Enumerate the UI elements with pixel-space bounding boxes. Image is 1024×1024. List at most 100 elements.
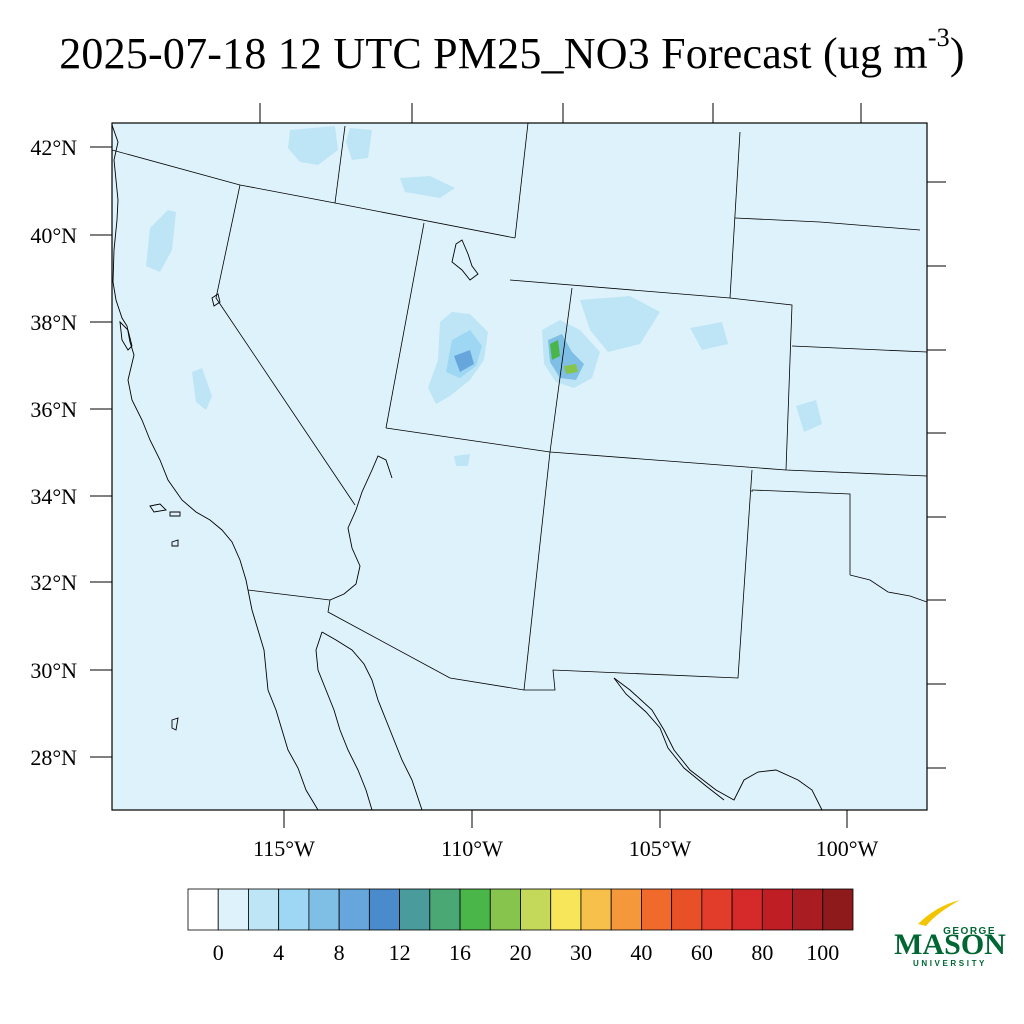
logo-mason: MASON <box>894 928 1006 961</box>
border-idaho-utah <box>334 202 516 239</box>
colorbar-tick-label: 60 <box>691 940 713 965</box>
great-salt-lake <box>451 239 479 281</box>
lon-label: 105°W <box>629 836 692 861</box>
border-nevada-california <box>215 184 356 506</box>
lon-label: 115°W <box>253 836 315 861</box>
lake-tahoe <box>211 293 221 307</box>
patch-utah-southeast-core <box>454 350 474 372</box>
colorbar-tick-label: 40 <box>630 940 652 965</box>
colorbar <box>187 888 854 931</box>
coast-baja-pacific <box>247 589 319 810</box>
colorbar-swatch <box>368 888 400 931</box>
logo-george: GEORGE <box>943 926 996 937</box>
patch-idaho-east <box>346 128 372 160</box>
colorbar-swatch <box>187 888 219 931</box>
border-four-corners-row <box>385 427 927 477</box>
patch-california-east <box>192 368 212 410</box>
colorbar-tick-label: 100 <box>806 940 839 965</box>
border-wyoming-north <box>514 123 529 239</box>
rio-grande <box>613 677 725 801</box>
patch-colorado-central <box>580 296 660 352</box>
figure-title: 2025-07-18 12 UTC PM25_NO3 Forecast (ug … <box>0 25 1024 79</box>
lat-label: 34°N <box>30 484 77 509</box>
colorbar-swatch <box>610 888 642 931</box>
border-sd-nebraska <box>734 217 921 231</box>
lat-label: 30°N <box>30 658 77 683</box>
colorbar-swatch <box>278 888 310 931</box>
colorbar-swatch <box>550 888 582 931</box>
patch-nevada-northwest <box>146 210 176 272</box>
title-suffix: ) <box>949 29 965 78</box>
colorbar-tick-label: 20 <box>510 940 532 965</box>
lat-label: 28°N <box>30 745 77 770</box>
patch-arizona-north <box>454 454 470 466</box>
colorbar-tick-label: 8 <box>334 940 345 965</box>
patch-idaho-south <box>288 126 338 165</box>
patch-kansas-west <box>796 400 822 432</box>
lat-label: 36°N <box>30 397 77 422</box>
border-arizona-nm <box>523 451 551 691</box>
colorbar-labels: 0 4 8 12 16 20 30 40 60 80 100 <box>213 940 840 965</box>
colorbar-swatch <box>308 888 340 931</box>
colorbar-swatch <box>399 888 431 931</box>
channel-islands <box>149 503 181 517</box>
gulf-coast-texas <box>613 677 823 810</box>
colorbar-swatch <box>761 888 793 931</box>
title-superscript: -3 <box>927 23 950 52</box>
map-background <box>112 123 927 810</box>
concentration-patches <box>146 126 822 466</box>
logo-swoosh <box>918 900 960 926</box>
gmu-logo: GEORGE MASON UNIVERSITY <box>894 900 1006 968</box>
border-montana-sd <box>729 131 741 299</box>
logo-university: UNIVERSITY <box>913 959 987 968</box>
border-ca-mexico <box>247 589 331 601</box>
lat-label: 42°N <box>30 135 77 160</box>
colorbar-tick-label: 12 <box>389 940 411 965</box>
border-utah-west <box>385 222 425 429</box>
title-text: 2025-07-18 12 UTC PM25_NO3 Forecast (ug … <box>59 29 928 78</box>
lat-label: 40°N <box>30 223 77 248</box>
lat-label: 32°N <box>30 570 77 595</box>
colorbar-swatch <box>701 888 733 931</box>
colorbar-tick-label: 80 <box>751 940 773 965</box>
border-ok-texas-red-river <box>849 574 927 603</box>
colorbar-swatch <box>580 888 612 931</box>
colorbar-swatch <box>671 888 703 931</box>
patch-colorado-southwest-green1 <box>550 340 560 360</box>
border-idaho-wyoming <box>334 125 346 204</box>
border-az-mexico <box>327 469 753 691</box>
sf-bay <box>119 320 133 351</box>
lon-label: 110°W <box>441 836 503 861</box>
map-frame <box>111 122 928 811</box>
colorbar-tick-label: 16 <box>449 940 471 965</box>
colorbar-tick-label: 0 <box>213 940 224 965</box>
map-layer <box>112 123 927 810</box>
border-wyoming-colorado <box>509 279 793 471</box>
colorbar-swatch <box>792 888 824 931</box>
patch-wyoming-west <box>400 176 455 198</box>
colorbar-swatch <box>520 888 552 931</box>
state-borders <box>112 123 927 691</box>
colorbar-tick-label: 30 <box>570 940 592 965</box>
coast-baja-gulf <box>315 631 373 810</box>
salton-sea <box>171 539 179 547</box>
lon-label: 100°W <box>816 836 879 861</box>
colorbar-swatch <box>489 888 521 931</box>
colorbar-swatch <box>429 888 461 931</box>
coast-sonora <box>329 455 393 601</box>
latitude-labels: 42°N 40°N 38°N 36°N 34°N 32°N 30°N 28°N <box>30 135 77 770</box>
colorbar-swatch <box>459 888 491 931</box>
colorbar-swatch <box>822 888 854 931</box>
border-kansas-oklahoma <box>751 489 851 575</box>
baja-island <box>171 717 179 731</box>
colorbar-swatch <box>217 888 249 931</box>
coast-california <box>112 124 249 591</box>
longitude-labels: 115°W 110°W 105°W 100°W <box>253 836 878 861</box>
coast-sonora-lower <box>321 631 423 810</box>
coastline <box>112 124 823 810</box>
border-utah-colorado <box>549 287 573 453</box>
colorbar-tick-label: 4 <box>273 940 284 965</box>
colorbar-swatch <box>641 888 673 931</box>
